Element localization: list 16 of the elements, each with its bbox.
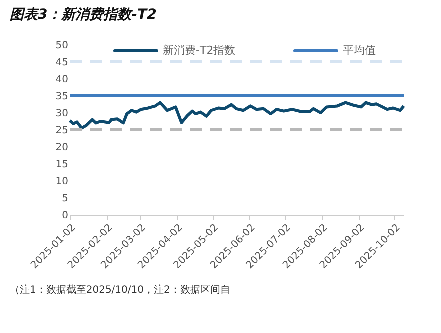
y-tick-label: 25 [56, 126, 68, 136]
y-tick-label: 5 [62, 194, 68, 204]
y-tick-label: 40 [56, 74, 68, 86]
y-tick-label: 10 [56, 176, 68, 188]
y-tick-label: 20 [56, 142, 68, 154]
y-tick-label: 35 [56, 92, 68, 102]
chart-title: 图表3：新消费指数-T2 [10, 6, 157, 23]
y-tick-label: 15 [56, 160, 68, 170]
y-tick-label: 30 [56, 108, 68, 120]
text: （注1：数据截至2025/10/10，注2：数据区间自 [10, 284, 230, 296]
legend-label: 新消费-T2指数 [163, 44, 236, 57]
line-series [68, 101, 406, 130]
y-tick-label: 50 [56, 40, 68, 52]
y-tick-label: 0 [62, 210, 68, 222]
y-tick-label: 45 [56, 58, 68, 68]
legend-label: 平均值 [343, 44, 376, 57]
